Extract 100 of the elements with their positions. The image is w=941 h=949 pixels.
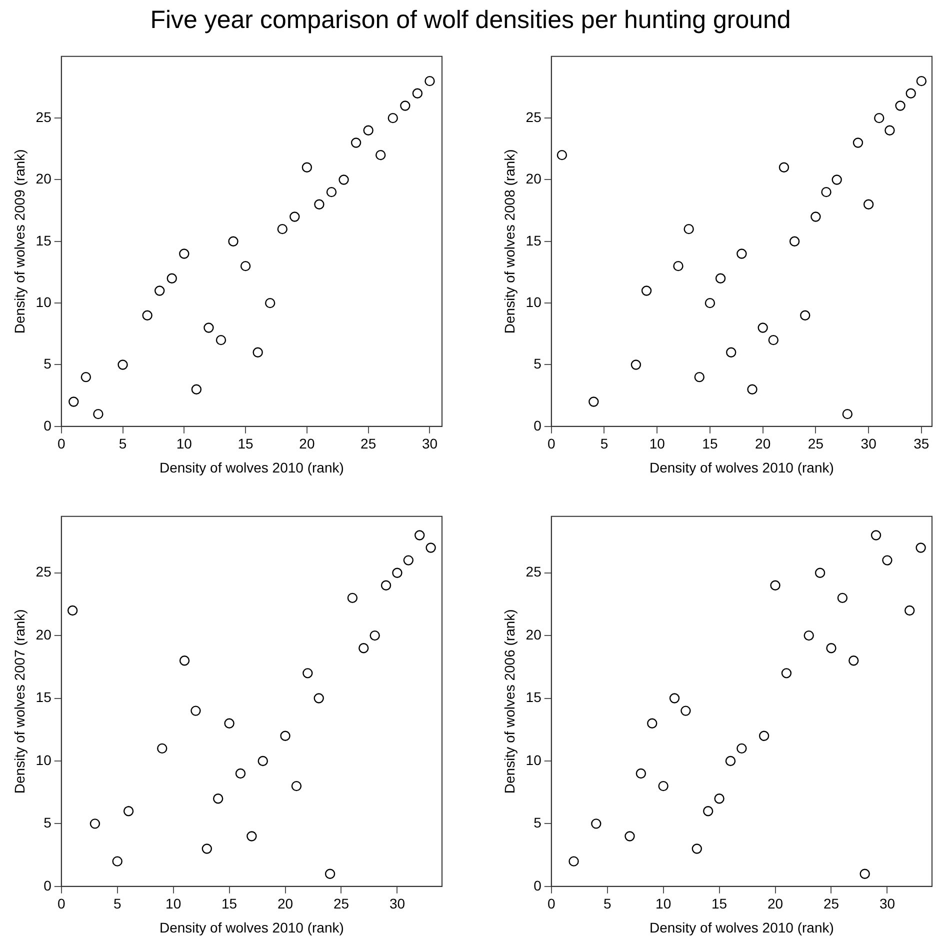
point xyxy=(380,580,392,590)
point xyxy=(228,236,238,246)
point xyxy=(852,138,864,148)
point xyxy=(684,224,694,234)
point xyxy=(694,372,704,382)
point xyxy=(837,592,848,604)
y-tick-label: 10 xyxy=(36,752,52,768)
point xyxy=(142,310,152,320)
x-tick-label: 20 xyxy=(767,896,784,912)
point xyxy=(350,138,362,148)
point xyxy=(240,260,251,272)
y-tick-label: 15 xyxy=(36,689,52,706)
point xyxy=(778,162,790,172)
point xyxy=(370,630,380,641)
point xyxy=(556,150,568,160)
point xyxy=(906,88,916,98)
point xyxy=(302,668,313,678)
point xyxy=(758,322,768,333)
point xyxy=(916,76,927,86)
point xyxy=(123,806,134,816)
x-tick-label: 15 xyxy=(222,896,238,912)
x-axis-title: Density of wolves 2010 (rank) xyxy=(159,459,344,476)
x-axis-title: Density of wolves 2010 (rank) xyxy=(649,919,834,936)
point xyxy=(93,408,104,420)
y-axis-title: Density of wolves 2007 (rank) xyxy=(11,609,28,794)
y-axis-title: Density of wolves 2009 (rank) xyxy=(11,149,28,334)
point xyxy=(848,656,859,666)
point xyxy=(157,743,168,754)
point xyxy=(213,794,224,804)
point xyxy=(392,568,402,578)
point xyxy=(235,768,246,779)
point xyxy=(363,125,374,136)
point xyxy=(641,286,652,296)
point xyxy=(80,372,92,382)
x-tick-label: 5 xyxy=(118,436,127,452)
y-tick-label: 15 xyxy=(36,232,52,248)
x-tick-label: 5 xyxy=(113,896,122,912)
point xyxy=(704,298,716,308)
point xyxy=(338,174,349,185)
x-tick-label: 30 xyxy=(879,896,896,912)
point xyxy=(68,396,79,407)
y-tick-label: 25 xyxy=(526,108,542,125)
point xyxy=(736,248,747,259)
point xyxy=(202,844,212,854)
point xyxy=(736,743,747,754)
y-tick-label: 0 xyxy=(44,877,52,894)
point xyxy=(258,756,268,766)
point xyxy=(882,555,892,566)
point xyxy=(252,347,263,358)
x-tick-label: 10 xyxy=(649,436,666,452)
point xyxy=(874,112,884,124)
x-tick-label: 30 xyxy=(422,436,438,452)
point xyxy=(692,844,702,854)
y-tick-label: 25 xyxy=(36,108,52,125)
point xyxy=(832,174,842,185)
point xyxy=(770,580,780,590)
y-tick-label: 0 xyxy=(534,417,542,434)
y-axis-title: Density of wolves 2006 (rank) xyxy=(501,609,518,794)
point xyxy=(216,334,226,346)
x-tick-label: 25 xyxy=(808,436,824,452)
y-axis-title: Density of wolves 2008 (rank) xyxy=(501,149,518,334)
point xyxy=(414,530,425,540)
point xyxy=(426,542,436,553)
point xyxy=(768,334,779,346)
point xyxy=(277,224,288,234)
point xyxy=(884,125,895,136)
point xyxy=(842,408,853,420)
point xyxy=(326,186,337,198)
point xyxy=(191,384,202,394)
point xyxy=(112,856,122,866)
point xyxy=(412,88,423,98)
x-tick-label: 0 xyxy=(57,896,66,912)
chart-title: Five year comparison of wolf densities per hunting ground xyxy=(149,6,792,35)
x-tick-label: 30 xyxy=(860,436,877,452)
point xyxy=(280,730,290,741)
x-tick-label: 20 xyxy=(299,436,315,452)
point xyxy=(204,322,214,333)
point xyxy=(314,693,324,704)
point xyxy=(302,162,312,172)
x-tick-label: 35 xyxy=(914,436,930,452)
y-tick-label: 10 xyxy=(36,294,52,310)
point xyxy=(424,76,435,86)
point xyxy=(726,347,736,358)
point xyxy=(904,605,915,616)
point xyxy=(647,718,658,728)
point xyxy=(358,642,369,654)
point xyxy=(725,756,736,766)
y-tick-label: 10 xyxy=(526,294,542,310)
point xyxy=(591,818,602,829)
point xyxy=(166,273,177,284)
y-tick-label: 5 xyxy=(534,814,542,831)
point xyxy=(658,780,668,792)
point xyxy=(568,856,579,866)
point xyxy=(747,384,758,394)
point xyxy=(190,706,201,716)
point xyxy=(154,286,165,296)
point xyxy=(895,100,906,111)
y-tick-label: 0 xyxy=(534,877,542,894)
x-tick-label: 15 xyxy=(238,436,254,452)
x-tick-label: 10 xyxy=(656,896,672,912)
